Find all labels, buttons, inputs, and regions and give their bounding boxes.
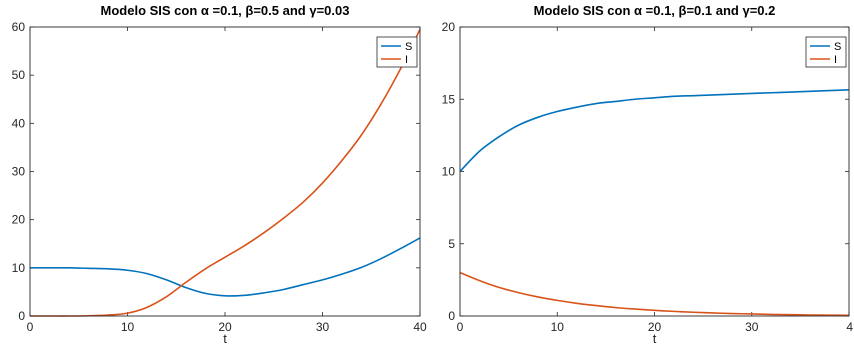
legend-label-s: S (405, 41, 412, 53)
legend-box (805, 36, 847, 68)
y-tick-label: 5 (448, 237, 455, 251)
x-tick-label: 0 (457, 320, 464, 334)
x-tick-label: 20 (648, 320, 662, 334)
y-tick-label: 15 (442, 92, 456, 106)
y-tick-label: 20 (12, 213, 26, 227)
y-tick-label: 40 (12, 116, 26, 130)
plot-frame (29, 26, 421, 317)
plot-frame (459, 26, 850, 317)
x-tick-label: 30 (745, 320, 759, 334)
legend-label-i: I (834, 54, 837, 66)
y-tick-label: 60 (12, 20, 26, 34)
chart-title: Modelo SIS con α =0.1, β=0.1 and γ=0.2 (534, 3, 776, 18)
y-tick-label: 10 (442, 165, 456, 179)
legend-label-i: I (405, 54, 408, 66)
y-tick-label: 50 (12, 68, 26, 82)
x-tick-label: 10 (121, 320, 135, 334)
series-line-i (459, 271, 850, 317)
x-tick-label: 40 (413, 320, 427, 334)
series-line-s (459, 89, 850, 173)
y-tick-label: 10 (12, 261, 26, 275)
series-line-s (30, 237, 421, 297)
x-tick-label: 30 (316, 320, 330, 334)
y-tick-label: 0 (448, 309, 455, 323)
x-axis-label: t (223, 331, 227, 346)
y-tick-label: 0 (18, 309, 25, 323)
y-tick-label: 20 (442, 20, 456, 34)
x-tick-label: 0 (27, 320, 34, 334)
x-tick-label: 20 (218, 320, 232, 334)
y-tick-label: 30 (12, 165, 26, 179)
legend-box (376, 36, 418, 68)
x-tick-label: 4 (846, 320, 853, 334)
legend-label-s: S (834, 41, 841, 53)
chart-title: Modelo SIS con α =0.1, β=0.5 and γ=0.03 (101, 3, 350, 18)
x-axis-label: t (653, 331, 657, 346)
series-line-i (29, 29, 421, 317)
x-tick-label: 10 (551, 320, 565, 334)
